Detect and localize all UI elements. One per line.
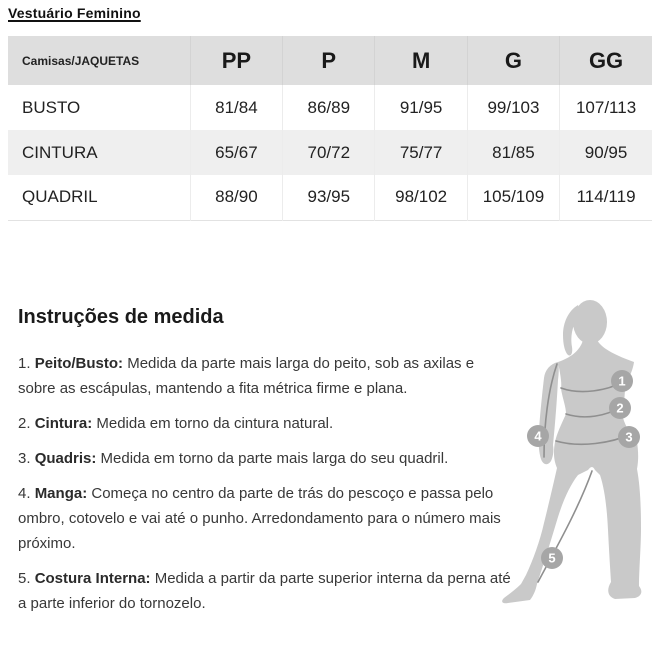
measurement-figure: 1 2 3 4 5 bbox=[500, 285, 660, 615]
item-text: Medida a partir da parte superior intern… bbox=[18, 570, 511, 612]
instruction-item-2: 2. Cintura: Medida em torno da cintura n… bbox=[18, 411, 515, 436]
column-header-category: Camisas/JAQUETAS bbox=[22, 53, 140, 68]
item-number: 3. bbox=[18, 450, 31, 467]
marker-sleeve: 4 bbox=[527, 425, 549, 447]
size-chart-table: Camisas/JAQUETAS PP P M G GG BUSTO 81/84… bbox=[8, 36, 652, 221]
marker-waist: 2 bbox=[609, 397, 631, 419]
table-cell: 93/95 bbox=[282, 175, 375, 220]
item-number: 5. bbox=[18, 570, 31, 587]
table-row-busto: BUSTO 81/84 86/89 91/95 99/103 107/113 bbox=[8, 85, 652, 130]
svg-text:4: 4 bbox=[534, 429, 542, 444]
sleeve-measure-line bbox=[543, 363, 558, 458]
row-label: QUADRIL bbox=[22, 187, 98, 207]
item-term: Cintura: bbox=[34, 415, 93, 432]
silhouette-head bbox=[573, 300, 607, 344]
marker-bust: 1 bbox=[611, 370, 633, 392]
table-cell: 81/84 bbox=[189, 85, 283, 130]
item-text: Começa no centro da parte de trás do pes… bbox=[18, 485, 501, 552]
table-cell: 86/89 bbox=[282, 85, 375, 130]
table-cell: 107/113 bbox=[559, 85, 652, 130]
svg-text:3: 3 bbox=[625, 430, 632, 445]
measurement-instructions: Instruções de medida 1. Peito/Busto: Med… bbox=[18, 306, 515, 626]
table-cell: 91/95 bbox=[374, 85, 468, 130]
item-text: Medida da parte mais larga do peito, sob… bbox=[18, 355, 475, 397]
svg-text:1: 1 bbox=[618, 374, 625, 389]
table-row-cintura: CINTURA 65/67 70/72 75/77 81/85 90/95 bbox=[8, 130, 652, 175]
table-cell: 98/102 bbox=[374, 175, 468, 220]
table-row-quadril: QUADRIL 88/90 93/95 98/102 105/109 114/1… bbox=[8, 175, 652, 220]
item-term: Manga: bbox=[34, 485, 88, 502]
table-cell: 81/85 bbox=[466, 130, 560, 175]
table-cell: 90/95 bbox=[559, 130, 652, 175]
svg-text:5: 5 bbox=[548, 551, 555, 566]
instruction-item-1: 1. Peito/Busto: Medida da parte mais lar… bbox=[18, 351, 515, 401]
column-header-g: G bbox=[466, 36, 560, 85]
column-header-p: P bbox=[282, 36, 375, 85]
item-term: Quadris: bbox=[34, 450, 97, 467]
table-cell: 65/67 bbox=[189, 130, 283, 175]
table-header-row: Camisas/JAQUETAS PP P M G GG bbox=[8, 36, 652, 85]
column-header-gg: GG bbox=[559, 36, 652, 85]
item-term: Peito/Busto: bbox=[34, 355, 124, 372]
table-cell: 75/77 bbox=[374, 130, 468, 175]
item-term: Costura Interna: bbox=[34, 570, 151, 587]
instruction-item-5: 5. Costura Interna: Medida a partir da p… bbox=[18, 566, 515, 616]
row-label: BUSTO bbox=[22, 97, 81, 117]
table-cell: 88/90 bbox=[189, 175, 283, 220]
instruction-item-4: 4. Manga: Começa no centro da parte de t… bbox=[18, 481, 515, 556]
column-header-m: M bbox=[374, 36, 468, 85]
item-number: 2. bbox=[18, 415, 31, 432]
instructions-heading: Instruções de medida bbox=[18, 306, 224, 328]
female-silhouette-illustration: 1 2 3 4 5 bbox=[502, 300, 642, 604]
item-number: 1. bbox=[18, 355, 31, 372]
silhouette-body bbox=[502, 340, 642, 604]
svg-text:2: 2 bbox=[616, 401, 623, 416]
item-text: Medida em torno da cintura natural. bbox=[96, 415, 334, 432]
item-text: Medida em torno da parte mais larga do s… bbox=[100, 450, 449, 467]
table-cell: 99/103 bbox=[466, 85, 560, 130]
row-label: CINTURA bbox=[22, 142, 98, 162]
table-cell: 114/119 bbox=[559, 175, 652, 220]
marker-hip: 3 bbox=[618, 426, 640, 448]
table-cell: 70/72 bbox=[282, 130, 375, 175]
instruction-item-3: 3. Quadris: Medida em torno da parte mai… bbox=[18, 446, 515, 471]
inseam-measure-line bbox=[537, 470, 593, 583]
table-cell: 105/109 bbox=[466, 175, 560, 220]
page-title: Vestuário Feminino bbox=[8, 5, 141, 21]
marker-inseam: 5 bbox=[541, 547, 563, 569]
item-number: 4. bbox=[18, 485, 31, 502]
column-header-pp: PP bbox=[189, 36, 283, 85]
